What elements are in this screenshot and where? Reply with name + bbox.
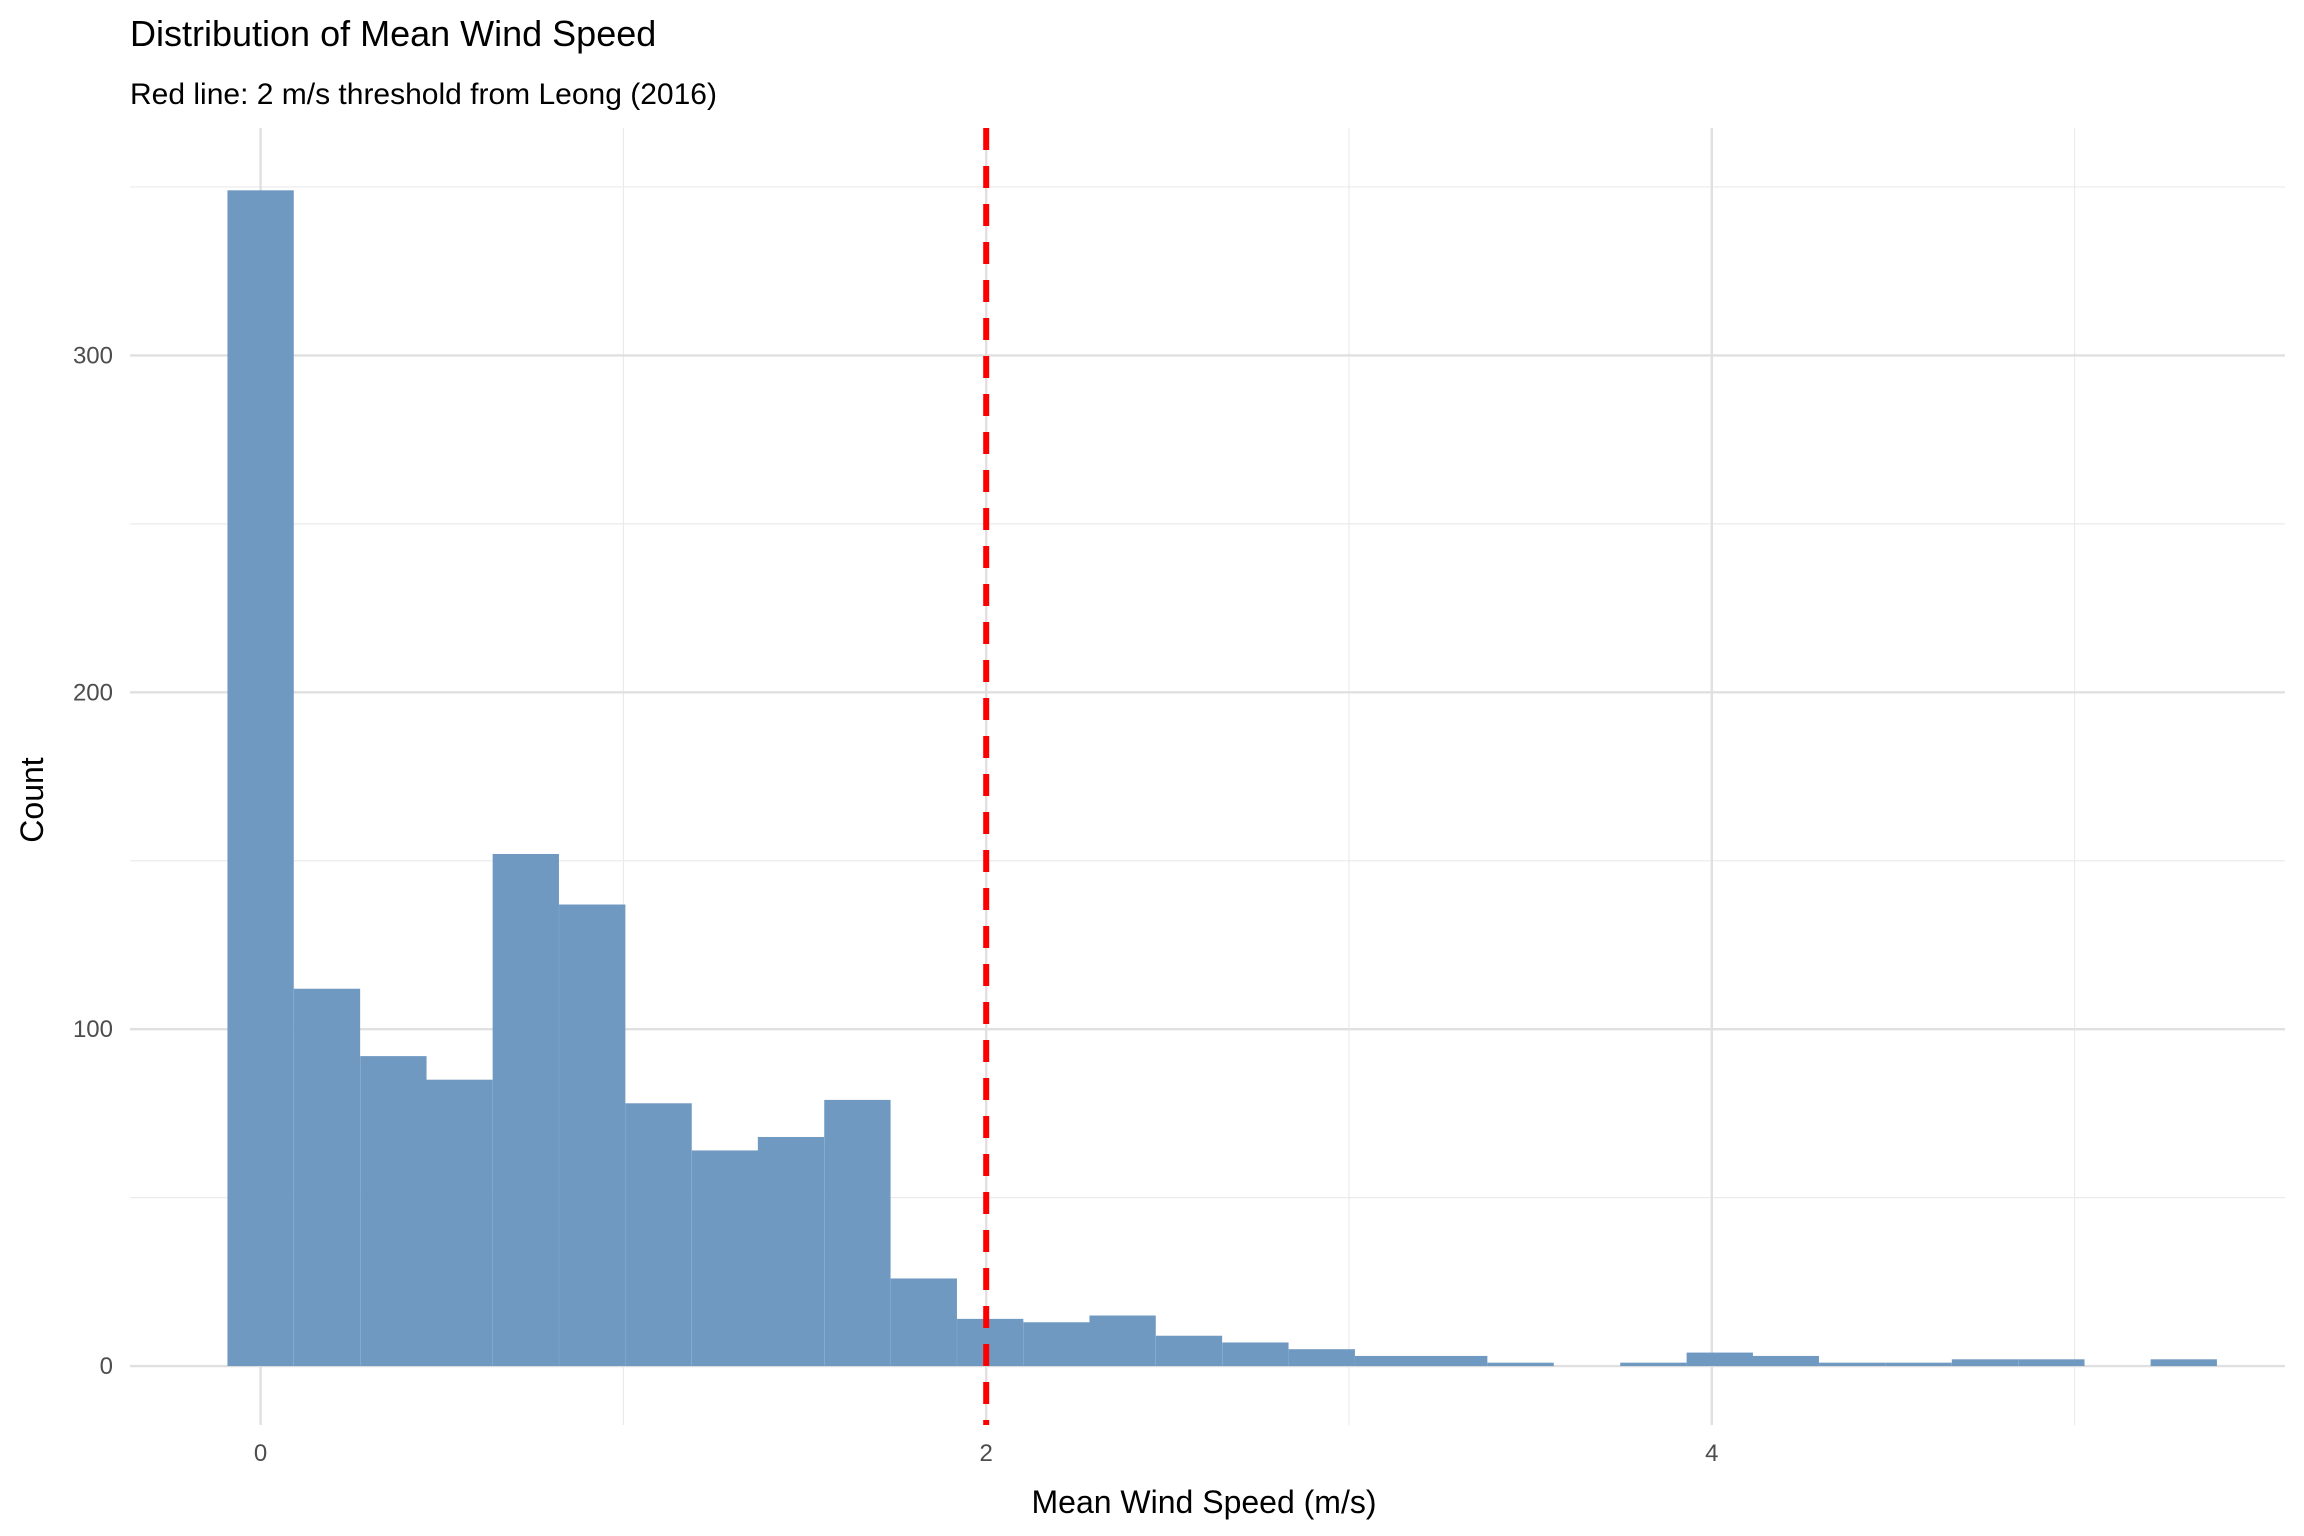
histogram-bar <box>426 1079 493 1367</box>
histogram-bar <box>1155 1335 1223 1367</box>
y-tick-label: 100 <box>73 1016 113 1043</box>
histogram-bar <box>890 1278 957 1367</box>
histogram-bar <box>227 190 294 1367</box>
histogram-bar <box>1819 1362 1886 1367</box>
histogram-bar <box>1885 1362 1952 1367</box>
y-tick-label: 0 <box>100 1353 113 1380</box>
y-tick-label: 200 <box>73 679 113 706</box>
histogram-bar <box>625 1103 692 1367</box>
histogram-bar <box>1620 1362 1687 1367</box>
y-axis-label: Count <box>14 757 50 843</box>
histogram-bar <box>492 853 559 1367</box>
x-tick-label: 2 <box>980 1440 993 1467</box>
histogram-bar <box>1222 1342 1289 1367</box>
histogram-bar <box>360 1056 427 1367</box>
chart-title: Distribution of Mean Wind Speed <box>130 13 656 54</box>
histogram-bars <box>227 190 2217 1367</box>
histogram-bar <box>957 1318 1024 1367</box>
y-axis-ticks: 0 100 200 300 <box>73 342 113 1380</box>
histogram-bar <box>1421 1355 1488 1367</box>
histogram-bar <box>1951 1359 2019 1367</box>
y-tick-label: 300 <box>73 342 113 369</box>
x-axis-label: Mean Wind Speed (m/s) <box>1031 1484 1376 1520</box>
histogram-bar <box>1089 1315 1156 1367</box>
x-tick-label: 4 <box>1705 1440 1718 1467</box>
histogram-bar <box>1023 1322 1090 1367</box>
histogram-bar <box>293 988 361 1367</box>
histogram-bar <box>824 1099 891 1367</box>
histogram-bar <box>1752 1355 1819 1367</box>
histogram-bar <box>1487 1362 1554 1367</box>
histogram-bar <box>2018 1359 2085 1367</box>
histogram-bar <box>1686 1352 1753 1367</box>
x-tick-label: 0 <box>254 1440 267 1467</box>
chart-subtitle: Red line: 2 m/s threshold from Leong (20… <box>130 78 717 111</box>
x-axis-ticks: 0 2 4 <box>254 1440 1719 1467</box>
histogram-bar <box>559 904 626 1367</box>
histogram-bar <box>691 1150 759 1367</box>
histogram-bar <box>2150 1359 2217 1367</box>
histogram-bar <box>1288 1349 1355 1367</box>
histogram-bar <box>757 1136 825 1367</box>
histogram-bar <box>1355 1355 1422 1367</box>
